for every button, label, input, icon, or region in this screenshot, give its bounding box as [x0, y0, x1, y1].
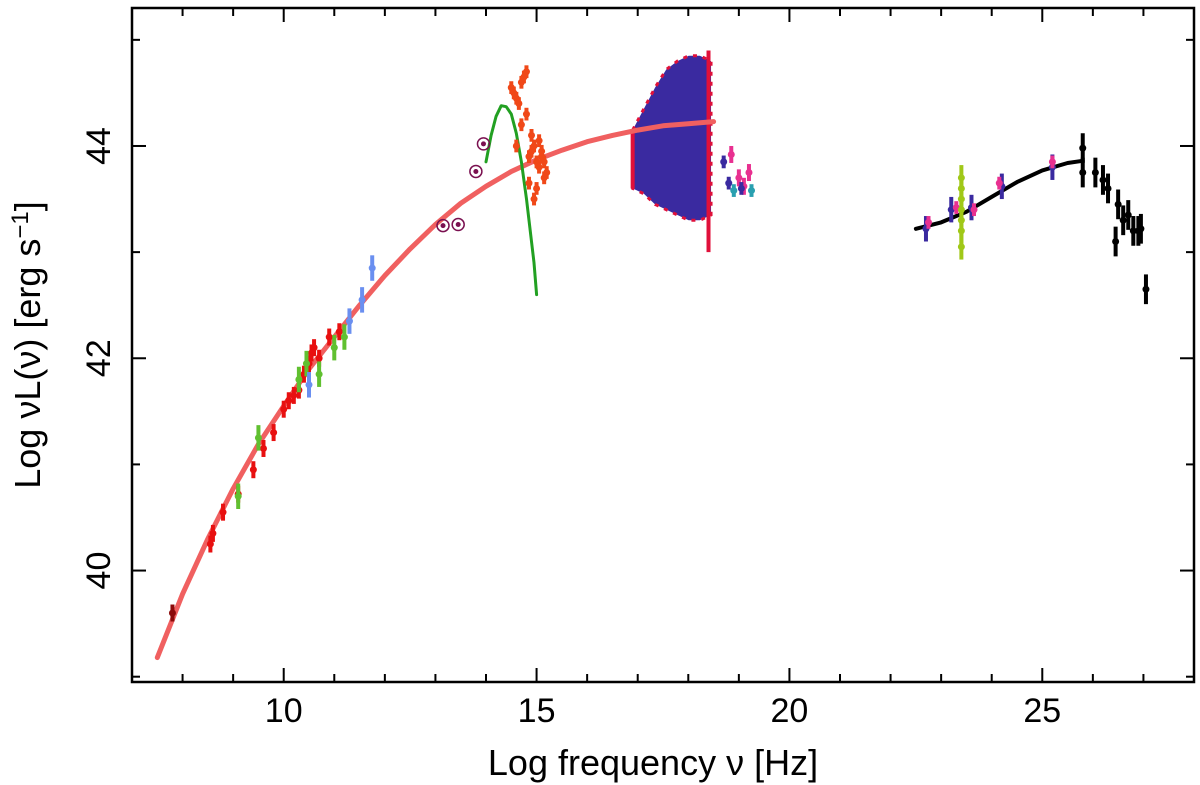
- data-point-vhe_black: [1104, 184, 1112, 192]
- data-point-vhe_black: [1137, 225, 1145, 233]
- data-point-radio_green: [234, 492, 242, 500]
- data-points-layer: [168, 65, 1150, 622]
- data-point-optical: [522, 110, 530, 118]
- data-point-radio_red: [270, 429, 278, 437]
- data-point-hard_x_purple: [737, 184, 745, 192]
- data-point-optical: [543, 169, 551, 177]
- data-point-vhe_black: [1119, 216, 1127, 224]
- series-line-sync_fit: [154, 119, 717, 661]
- data-point-optical: [517, 121, 525, 129]
- data-point-hard_x_teal: [730, 187, 738, 195]
- x-tick-label: 10: [265, 692, 303, 730]
- data-point-radio_red: [259, 444, 267, 452]
- data-point-optical: [528, 131, 536, 139]
- data-point-vhe_black: [1112, 238, 1120, 246]
- axis-ticks: [131, 8, 1195, 682]
- data-point-optical: [522, 68, 530, 76]
- data-point-ir_circled: [473, 168, 479, 174]
- data-point-optical: [535, 163, 543, 171]
- data-point-radio_green: [295, 375, 303, 383]
- plot-frame: [130, 6, 1196, 684]
- y-tick-label: 42: [80, 339, 118, 377]
- data-point-radio_green: [254, 434, 262, 442]
- data-point-vhe_black: [1129, 227, 1137, 235]
- data-point-mm_blue: [368, 264, 376, 272]
- data-point-optical: [533, 184, 541, 192]
- data-point-ir_circled: [440, 223, 446, 229]
- xray-band-layer: [630, 50, 713, 253]
- data-point-radio_red: [249, 466, 257, 474]
- data-point-gamma_pink: [995, 179, 1003, 187]
- data-point-ir_circled: [480, 141, 486, 147]
- data-point-optical: [525, 179, 533, 187]
- data-point-radio_red: [280, 405, 288, 413]
- data-point-hard_x_pink: [745, 169, 753, 177]
- data-point-hard_x_teal: [748, 187, 755, 195]
- x-tick-label: 15: [518, 692, 556, 730]
- data-point-circle-ir_circled: [451, 217, 465, 232]
- data-point-optical: [538, 147, 546, 155]
- data-point-optical: [512, 142, 520, 150]
- data-point-hard_x_pink: [735, 174, 743, 182]
- data-point-gamma_lime: [957, 174, 965, 182]
- data-point-optical: [535, 137, 543, 145]
- data-point-vhe_black: [1079, 144, 1087, 152]
- data-point-optical: [515, 100, 523, 108]
- data-point-radio_red: [285, 397, 293, 405]
- data-point-gamma_pink: [925, 218, 932, 226]
- y-axis-title-close: ]: [7, 201, 48, 211]
- x-tick-label: 20: [771, 692, 809, 730]
- xray-band: [631, 54, 713, 222]
- data-point-circle-ir_circled: [469, 164, 483, 179]
- data-point-radio_red: [290, 391, 298, 399]
- data-point-radio_red: [219, 508, 227, 516]
- x-axis-title: Log frequency ν [Hz]: [488, 742, 818, 783]
- data-point-radio_red: [325, 333, 333, 341]
- data-point-radio_red: [335, 328, 343, 336]
- tick-labels: 10 15 20 25 40 42 44: [80, 127, 1061, 730]
- data-point-vhe_black: [1114, 200, 1122, 208]
- data-point-optical: [530, 195, 538, 203]
- data-point-vhe_black: [1079, 169, 1087, 177]
- data-point-circle-ir_circled: [436, 218, 450, 233]
- series-line-host_galaxy: [484, 104, 539, 297]
- x-tick-label: 25: [1023, 692, 1061, 730]
- y-axis-title-main: Log νL(ν) [erg s: [7, 239, 48, 489]
- data-point-gamma_pink: [1048, 158, 1056, 166]
- y-tick-label: 40: [80, 552, 118, 590]
- data-point-radio_red: [310, 344, 318, 352]
- data-point-radio_dark: [168, 609, 176, 617]
- data-point-gamma_pink: [970, 206, 978, 214]
- fit-lines-layer: [154, 104, 1085, 661]
- data-point-hard_x_purple: [725, 179, 733, 187]
- data-point-vhe_black: [1091, 169, 1099, 177]
- data-point-radio_green: [302, 360, 310, 368]
- data-point-vhe_black: [1142, 285, 1150, 293]
- data-point-radio_red: [315, 354, 323, 362]
- data-point-gamma_lime: [957, 243, 965, 251]
- data-point-radio_red: [206, 540, 214, 548]
- y-tick-label: 44: [80, 127, 118, 165]
- data-point-mm_blue: [358, 296, 366, 304]
- data-point-mm_blue: [345, 317, 353, 325]
- series-line-ic_fit: [913, 158, 1085, 231]
- data-point-radio_green: [340, 333, 348, 341]
- data-point-ir_circled: [455, 222, 461, 228]
- data-point-optical: [530, 142, 538, 150]
- data-point-mm_blue: [305, 381, 313, 389]
- data-point-optical: [540, 158, 548, 166]
- y-axis-title-superscript: −1: [7, 211, 34, 238]
- data-point-vhe_black: [1099, 176, 1107, 184]
- data-point-hard_x_pink: [727, 150, 735, 158]
- data-point-vhe_black: [1124, 211, 1132, 219]
- data-point-radio_red: [209, 529, 217, 537]
- data-point-circle-ir_circled: [476, 137, 491, 151]
- y-axis-title: Log νL(ν) [erg s−1]: [7, 201, 48, 489]
- data-point-hard_x_purple: [720, 158, 728, 166]
- data-point-radio_green: [315, 370, 323, 378]
- data-point-radio_green: [330, 344, 338, 352]
